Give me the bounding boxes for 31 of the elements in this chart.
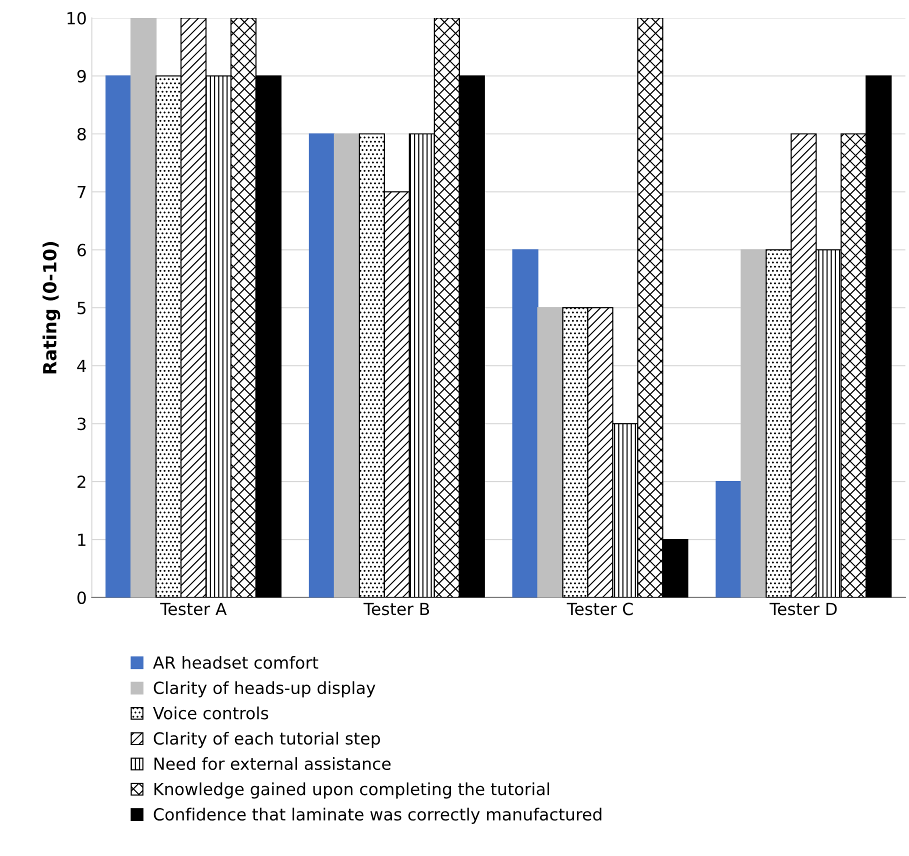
legend-label: Clarity of each tutorial step bbox=[154, 732, 380, 748]
legend-label: Confidence that laminate was correctly manufactured bbox=[154, 808, 602, 824]
legend-label: Knowledge gained upon completing the tutorial bbox=[154, 782, 550, 799]
legend-label: Clarity of heads-up display bbox=[154, 681, 376, 698]
y-tick-label: 7 bbox=[78, 186, 86, 198]
y-tick-label: 10 bbox=[68, 12, 86, 25]
legend-label: Need for external assistance bbox=[154, 757, 391, 770]
bar bbox=[308, 133, 335, 598]
x-tick-label: Tester B bbox=[364, 602, 430, 616]
y-axis-title: Rating (0-10) bbox=[42, 242, 60, 374]
bar bbox=[740, 249, 767, 598]
y-tick-label: 0 bbox=[77, 591, 86, 604]
legend-label: AR headset comfort bbox=[153, 656, 318, 669]
y-tick-label: 5 bbox=[78, 302, 86, 314]
y-tick-label: 9 bbox=[77, 70, 86, 82]
x-tick-label: Tester C bbox=[566, 602, 633, 616]
bar bbox=[130, 18, 157, 598]
bar bbox=[716, 481, 742, 598]
bar bbox=[512, 249, 538, 598]
bar bbox=[334, 133, 360, 598]
y-tick-label: 2 bbox=[78, 476, 86, 488]
x-tick-label: Tester D bbox=[770, 602, 837, 616]
x-tick-label: Tester A bbox=[160, 602, 227, 616]
legend-label: Voice controls bbox=[153, 706, 268, 720]
bar bbox=[537, 307, 564, 598]
bar bbox=[105, 75, 132, 598]
y-tick-label: 4 bbox=[77, 360, 86, 372]
y-tick-label: 3 bbox=[78, 418, 86, 430]
y-tick-label: 6 bbox=[78, 244, 86, 256]
y-tick-label: 8 bbox=[77, 128, 86, 140]
y-tick-label: 1 bbox=[78, 534, 86, 546]
